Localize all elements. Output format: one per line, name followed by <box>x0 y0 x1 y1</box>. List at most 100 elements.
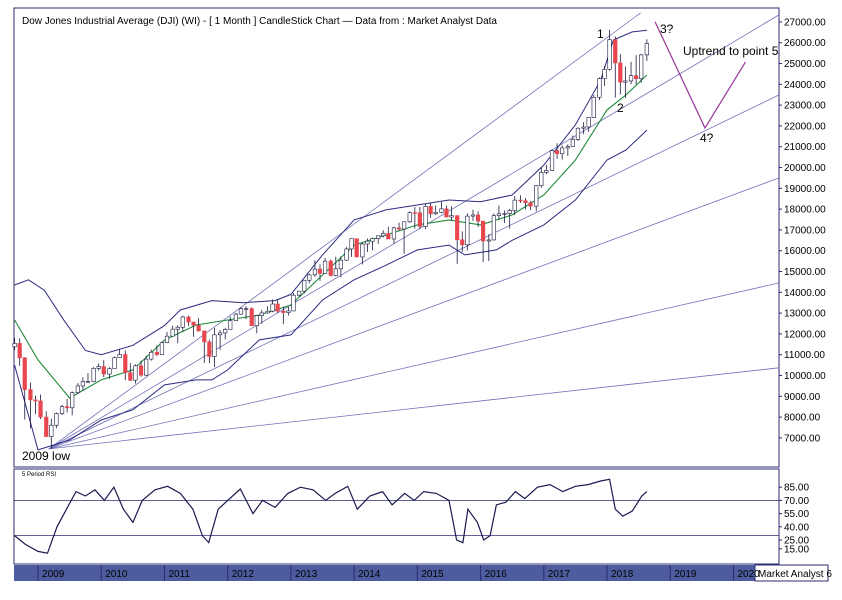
rsi-tick-label: 70.00 <box>784 496 809 507</box>
candle-body <box>613 39 618 64</box>
candle-body <box>328 260 333 276</box>
y-tick-label: 18000.00 <box>784 205 826 216</box>
candle-body <box>159 342 165 355</box>
candle-body <box>496 213 502 216</box>
candle-body <box>85 381 91 383</box>
candle-body <box>270 303 275 312</box>
y-tick-label: 8000.00 <box>784 413 821 424</box>
candle-body <box>91 368 96 382</box>
bollinger-upper <box>14 29 647 356</box>
y-tick-label: 23000.00 <box>784 101 826 112</box>
candle-body <box>291 294 296 312</box>
y-tick-label: 24000.00 <box>784 80 826 91</box>
candle-body <box>175 326 180 330</box>
candle-body <box>212 334 217 357</box>
x-tick-label: 2014 <box>358 569 381 580</box>
candle-body <box>486 239 491 242</box>
x-tick-label: 2010 <box>105 569 128 580</box>
candle-body <box>465 215 470 246</box>
candle-body <box>597 78 602 98</box>
candle-body <box>560 147 565 155</box>
candle-body <box>407 212 412 223</box>
x-tick-label: 2011 <box>168 569 190 580</box>
candle-body <box>391 227 397 240</box>
x-tick-label: 2016 <box>485 569 508 580</box>
y-tick-label: 15000.00 <box>784 267 826 278</box>
candle-body <box>412 212 417 214</box>
candle-body <box>138 365 144 376</box>
y-tick-label: 11000.00 <box>784 350 825 361</box>
candle-body <box>12 343 17 348</box>
candle-body <box>549 150 555 171</box>
candle-body <box>433 212 438 215</box>
y-tick-label: 7000.00 <box>784 433 821 444</box>
candle-body <box>191 321 196 326</box>
candle-body <box>370 238 375 242</box>
moving-average <box>14 74 648 399</box>
candle-body <box>117 354 122 358</box>
candle-body <box>33 399 38 402</box>
candle-body <box>523 200 528 204</box>
candle-body <box>581 126 586 129</box>
y-tick-label: 20000.00 <box>784 163 826 174</box>
candle-body <box>460 239 465 246</box>
candle-body <box>644 43 649 56</box>
candle-body <box>518 199 523 202</box>
candle-body <box>44 416 49 437</box>
candle-body <box>307 274 312 281</box>
y-tick-label: 12000.00 <box>784 329 826 340</box>
candle-body <box>249 308 254 327</box>
candle-body <box>449 215 454 218</box>
y-tick-label: 17000.00 <box>784 225 826 236</box>
y-tick-label: 22000.00 <box>784 121 826 132</box>
candle-body <box>170 328 175 337</box>
y-tick-label: 21000.00 <box>784 142 826 153</box>
annotation: Uptrend to point 5 <box>683 44 779 58</box>
candle-body <box>265 310 270 314</box>
y-tick-label: 10000.00 <box>784 371 826 382</box>
candle-body <box>286 310 291 313</box>
candle-body <box>149 351 154 360</box>
candle-body <box>475 214 481 222</box>
candle-body <box>528 202 533 207</box>
candle-body <box>238 308 244 315</box>
candle-body <box>417 212 422 227</box>
candle-body <box>381 233 386 237</box>
candle-body <box>123 354 128 373</box>
candle-body <box>344 248 349 261</box>
candle-body <box>186 316 191 323</box>
candle-body <box>38 400 43 418</box>
candle-body <box>49 424 54 437</box>
rsi-tick-label: 25.00 <box>784 536 809 547</box>
x-tick-label: 2009 <box>42 569 65 580</box>
chart-title: Dow Jones Industrial Average (DJI) (WI) … <box>22 16 497 27</box>
candle-body <box>75 385 80 394</box>
candle-body <box>312 268 318 276</box>
x-tick-label: 2013 <box>295 569 318 580</box>
annotation: 1 <box>597 27 604 41</box>
candle-body <box>623 80 628 83</box>
annotation: 2009 low <box>22 449 70 463</box>
candle-body <box>628 75 634 82</box>
candle-body <box>365 240 370 245</box>
candle-body <box>333 268 338 276</box>
y-tick-label: 25000.00 <box>784 59 826 70</box>
candle-body <box>439 208 444 213</box>
rsi-tick-label: 15.00 <box>784 544 809 555</box>
candle-body <box>512 199 517 211</box>
y-tick-label: 19000.00 <box>784 184 826 195</box>
fan-line <box>48 94 780 450</box>
candle-body <box>128 372 133 381</box>
candle-body <box>317 268 323 274</box>
candle-body <box>28 389 33 401</box>
x-tick-label: 2012 <box>232 569 255 580</box>
candle-body <box>180 316 185 328</box>
candle-body <box>228 320 233 330</box>
y-tick-label: 13000.00 <box>784 309 826 320</box>
candle-body <box>164 335 170 343</box>
bollinger-lower <box>14 129 648 451</box>
price-panel <box>13 7 780 468</box>
fan-line <box>48 177 780 450</box>
fan-line <box>48 14 780 450</box>
x-tick-label: 2018 <box>611 569 634 580</box>
